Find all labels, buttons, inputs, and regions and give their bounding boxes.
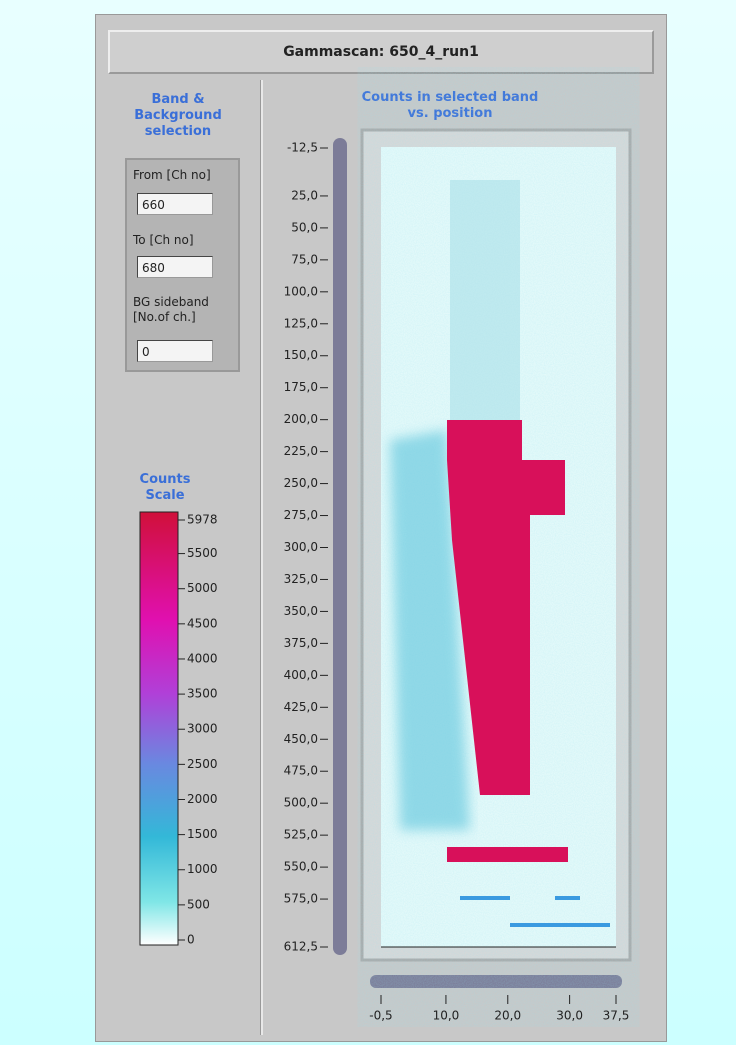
y-tick-label: 550,0 — [284, 860, 318, 874]
color-tick-label: 5978 — [187, 513, 218, 527]
y-tick-label: -12,5 — [287, 141, 318, 155]
y-tick-label: 225,0 — [284, 444, 318, 458]
graphics: 5978550050004500400035003000250020001500… — [0, 0, 736, 1045]
stripe — [510, 923, 610, 927]
x-tick-label: 30,0 — [556, 1009, 583, 1023]
y-tick-label: 475,0 — [284, 764, 318, 778]
y-tick-label: 300,0 — [284, 540, 318, 554]
stripe — [555, 896, 580, 900]
y-tick-label: 150,0 — [284, 348, 318, 362]
y-tick-label: 425,0 — [284, 700, 318, 714]
color-tick-label: 0 — [187, 933, 195, 947]
color-tick-label: 3500 — [187, 687, 218, 701]
y-scrollbar[interactable] — [333, 138, 347, 955]
stripe — [460, 896, 510, 900]
color-tick-label: 500 — [187, 897, 210, 911]
y-tick-label: 525,0 — [284, 828, 318, 842]
y-tick-label: 200,0 — [284, 412, 318, 426]
color-tick-label: 1500 — [187, 827, 218, 841]
y-tick-label: 50,0 — [291, 220, 318, 234]
y-tick-label: 500,0 — [284, 796, 318, 810]
color-tick-label: 2000 — [187, 792, 218, 806]
y-tick-label: 400,0 — [284, 668, 318, 682]
screen: Gammascan: 650_4_run1 Band & Background … — [0, 0, 736, 1045]
faint-column — [450, 180, 520, 420]
y-tick-label: 275,0 — [284, 508, 318, 522]
color-tick-label: 4000 — [187, 651, 218, 665]
y-tick-label: 375,0 — [284, 636, 318, 650]
x-tick-label: -0,5 — [369, 1009, 392, 1023]
y-tick-label: 175,0 — [284, 380, 318, 394]
x-scrollbar[interactable] — [370, 975, 622, 988]
y-tick-label: 100,0 — [284, 284, 318, 298]
color-tick-label: 5500 — [187, 546, 218, 560]
y-tick-label: 350,0 — [284, 604, 318, 618]
color-bar — [140, 512, 178, 945]
y-tick-label: 612,5 — [284, 940, 318, 954]
x-tick-label: 20,0 — [494, 1009, 521, 1023]
color-tick-label: 2500 — [187, 757, 218, 771]
y-tick-label: 250,0 — [284, 476, 318, 490]
color-tick-label: 3000 — [187, 722, 218, 736]
y-tick-label: 325,0 — [284, 572, 318, 586]
y-tick-label: 25,0 — [291, 188, 318, 202]
y-tick-label: 575,0 — [284, 892, 318, 906]
x-tick-label: 10,0 — [433, 1009, 460, 1023]
color-tick-label: 5000 — [187, 581, 218, 595]
color-tick-label: 4500 — [187, 616, 218, 630]
y-tick-label: 75,0 — [291, 252, 318, 266]
color-tick-label: 1000 — [187, 862, 218, 876]
x-tick-label: 37,5 — [603, 1009, 630, 1023]
y-tick-label: 450,0 — [284, 732, 318, 746]
y-tick-label: 125,0 — [284, 316, 318, 330]
hot-stripe — [447, 847, 568, 862]
